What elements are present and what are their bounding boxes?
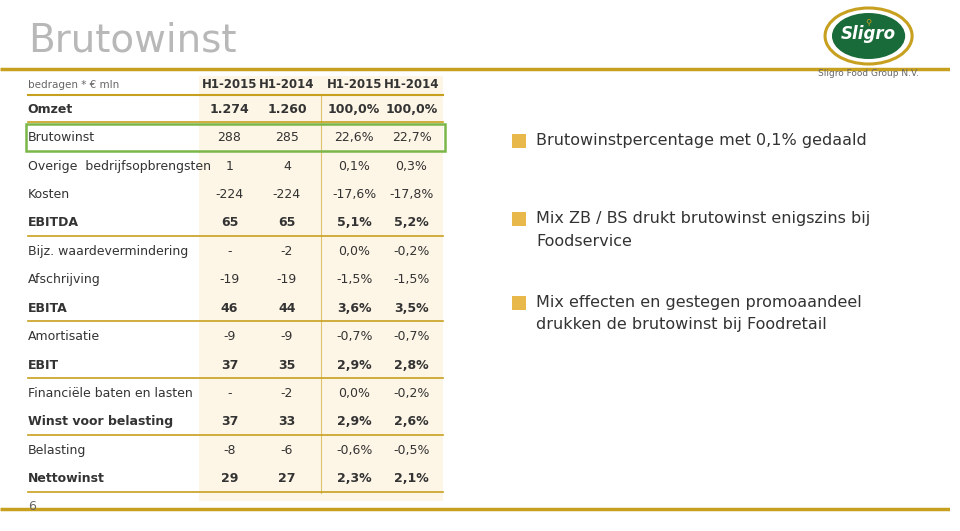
Text: -9: -9 <box>280 330 293 343</box>
Text: -224: -224 <box>215 188 244 201</box>
Text: 2,8%: 2,8% <box>395 358 429 372</box>
Text: 37: 37 <box>221 358 238 372</box>
Text: Bijz. waardevermindering: Bijz. waardevermindering <box>28 245 188 258</box>
Text: -17,6%: -17,6% <box>332 188 376 201</box>
Text: -0,2%: -0,2% <box>394 245 430 258</box>
Text: -0,6%: -0,6% <box>336 444 372 457</box>
Text: Overige  bedrijfsopbrengsten: Overige bedrijfsopbrengsten <box>28 160 210 173</box>
Text: Foodservice: Foodservice <box>537 234 632 249</box>
Text: 3,5%: 3,5% <box>395 302 429 315</box>
Text: 6: 6 <box>28 500 36 513</box>
Text: -: - <box>228 387 231 400</box>
Text: Amortisatie: Amortisatie <box>28 330 100 343</box>
Text: 2,9%: 2,9% <box>337 358 372 372</box>
Text: -8: -8 <box>224 444 236 457</box>
Text: -224: -224 <box>273 188 300 201</box>
Text: -19: -19 <box>276 273 297 286</box>
Text: 29: 29 <box>221 472 238 485</box>
Text: Brutowinst: Brutowinst <box>28 131 95 144</box>
Text: H1-2015: H1-2015 <box>326 79 382 91</box>
Text: EBITA: EBITA <box>28 302 67 315</box>
Text: 4: 4 <box>283 160 291 173</box>
Text: -17,8%: -17,8% <box>390 188 434 201</box>
Text: Financiële baten en lasten: Financiële baten en lasten <box>28 387 192 400</box>
Text: 44: 44 <box>278 302 296 315</box>
Text: -0,7%: -0,7% <box>394 330 430 343</box>
Text: H1-2014: H1-2014 <box>384 79 440 91</box>
Bar <box>513 212 526 226</box>
Text: Nettowinst: Nettowinst <box>28 472 105 485</box>
Text: -19: -19 <box>220 273 240 286</box>
Text: 5,1%: 5,1% <box>337 217 372 229</box>
Text: 3,6%: 3,6% <box>337 302 372 315</box>
Text: 100,0%: 100,0% <box>385 102 438 116</box>
Text: EBIT: EBIT <box>28 358 59 372</box>
Text: -1,5%: -1,5% <box>394 273 430 286</box>
Text: Sligro: Sligro <box>841 25 896 43</box>
Text: -6: -6 <box>280 444 293 457</box>
Text: 2,1%: 2,1% <box>395 472 429 485</box>
Text: -: - <box>228 245 231 258</box>
Text: 37: 37 <box>221 415 238 429</box>
Text: -0,7%: -0,7% <box>336 330 372 343</box>
Text: 2,3%: 2,3% <box>337 472 372 485</box>
Text: drukken de brutowinst bij Foodretail: drukken de brutowinst bij Foodretail <box>537 318 827 332</box>
Text: 288: 288 <box>218 131 242 144</box>
Text: 33: 33 <box>278 415 296 429</box>
Text: bedragen * € mln: bedragen * € mln <box>28 80 119 90</box>
Text: 0,3%: 0,3% <box>396 160 427 173</box>
Bar <box>26 124 445 151</box>
Text: Mix ZB / BS drukt brutowinst enigszins bij: Mix ZB / BS drukt brutowinst enigszins b… <box>537 211 871 227</box>
Text: Sligro Food Group N.V.: Sligro Food Group N.V. <box>818 70 919 79</box>
Text: 22,7%: 22,7% <box>392 131 431 144</box>
Text: -1,5%: -1,5% <box>336 273 372 286</box>
Text: 46: 46 <box>221 302 238 315</box>
Text: Kosten: Kosten <box>28 188 70 201</box>
Text: 100,0%: 100,0% <box>328 102 380 116</box>
Text: Winst voor belasting: Winst voor belasting <box>28 415 173 429</box>
Text: 27: 27 <box>278 472 296 485</box>
Text: 65: 65 <box>221 217 238 229</box>
Text: -2: -2 <box>280 387 293 400</box>
Text: H1-2015: H1-2015 <box>202 79 257 91</box>
Text: 1: 1 <box>226 160 233 173</box>
Text: Brutowinstpercentage met 0,1% gedaald: Brutowinstpercentage met 0,1% gedaald <box>537 133 867 149</box>
Text: H1-2014: H1-2014 <box>259 79 315 91</box>
Text: 2,6%: 2,6% <box>395 415 429 429</box>
Text: 65: 65 <box>278 217 296 229</box>
Text: Afschrijving: Afschrijving <box>28 273 101 286</box>
Text: 285: 285 <box>275 131 299 144</box>
Text: 1.274: 1.274 <box>209 102 250 116</box>
Text: -9: -9 <box>224 330 236 343</box>
Text: -2: -2 <box>280 245 293 258</box>
Bar <box>513 134 526 148</box>
Text: -0,2%: -0,2% <box>394 387 430 400</box>
Bar <box>513 296 526 310</box>
Text: 0,1%: 0,1% <box>338 160 371 173</box>
Text: -0,5%: -0,5% <box>394 444 430 457</box>
Text: 0,0%: 0,0% <box>338 387 371 400</box>
Text: 35: 35 <box>278 358 296 372</box>
Text: 22,6%: 22,6% <box>334 131 374 144</box>
Text: Omzet: Omzet <box>28 102 73 116</box>
Text: 5,2%: 5,2% <box>395 217 429 229</box>
Text: Brutowinst: Brutowinst <box>28 21 236 59</box>
Text: EBITDA: EBITDA <box>28 217 79 229</box>
Text: 0,0%: 0,0% <box>338 245 371 258</box>
Text: 1.260: 1.260 <box>267 102 306 116</box>
Bar <box>199 76 444 501</box>
Text: Belasting: Belasting <box>28 444 86 457</box>
Text: ⚲: ⚲ <box>866 18 872 27</box>
Text: 2,9%: 2,9% <box>337 415 372 429</box>
Text: Mix effecten en gestegen promoaandeel: Mix effecten en gestegen promoaandeel <box>537 295 862 311</box>
Ellipse shape <box>832 13 905 59</box>
